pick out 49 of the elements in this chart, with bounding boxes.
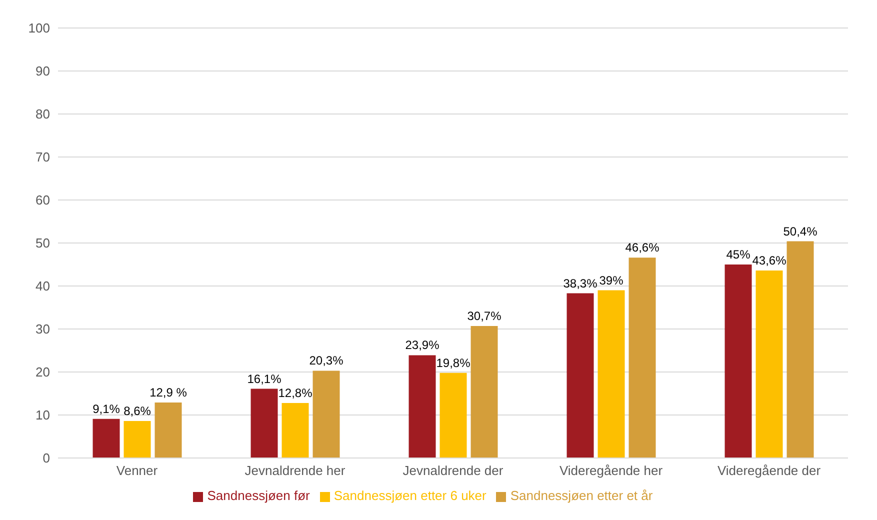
legend-label: Sandnessjøen før [207,488,310,503]
bar [250,388,278,458]
bar [724,264,752,458]
bar [628,258,656,458]
y-tick-label: 0 [42,450,50,466]
y-tick-label: 80 [36,106,50,122]
x-tick-label: Videregående her [559,463,664,478]
data-label: 45% [726,248,751,262]
data-label: 19,8% [436,356,471,370]
legend-label: Sandnessjøen etter 6 uker [334,488,486,503]
data-label: 30,7% [467,308,502,323]
bar [312,370,340,458]
y-tick-label: 30 [36,322,50,337]
x-tick-label: Videregående der [717,463,822,478]
y-tick-label: 10 [36,408,50,423]
y-tick-label: 40 [36,278,50,294]
data-label: 39% [599,273,624,288]
data-label: 20,3% [309,354,344,368]
legend-label: Sandnessjøen etter et år [510,488,653,503]
y-tick-label: 50 [36,236,50,251]
data-label: 23,9% [405,338,440,352]
bar [470,326,498,458]
x-tick-label: Venner [116,463,158,478]
data-label: 8,6% [124,404,152,418]
bar [154,402,182,458]
data-label: 16,1% [247,372,282,386]
data-label: 50,4% [783,224,818,238]
bar [92,418,120,458]
bar [124,421,151,458]
bar [282,402,309,458]
bar [408,355,436,458]
y-tick-label: 90 [36,64,50,79]
x-tick-label: Jevnaldrende her [244,463,346,478]
data-label: 43,6% [752,254,787,268]
data-label: 9,1% [92,402,120,416]
bar [598,290,625,458]
y-tick-label: 60 [36,192,50,208]
data-label: 12,9 % [150,386,188,400]
x-tick-label: Jevnaldrende der [402,463,504,478]
data-label: 46,6% [625,240,660,255]
bar [756,270,783,458]
bar [566,293,594,458]
bar [786,241,814,458]
y-tick-label: 100 [28,20,50,36]
data-label: 12,8% [278,386,313,400]
y-tick-label: 20 [36,364,50,380]
y-tick-label: 70 [36,150,50,165]
bar [440,372,467,458]
data-label: 38,3% [563,276,598,290]
